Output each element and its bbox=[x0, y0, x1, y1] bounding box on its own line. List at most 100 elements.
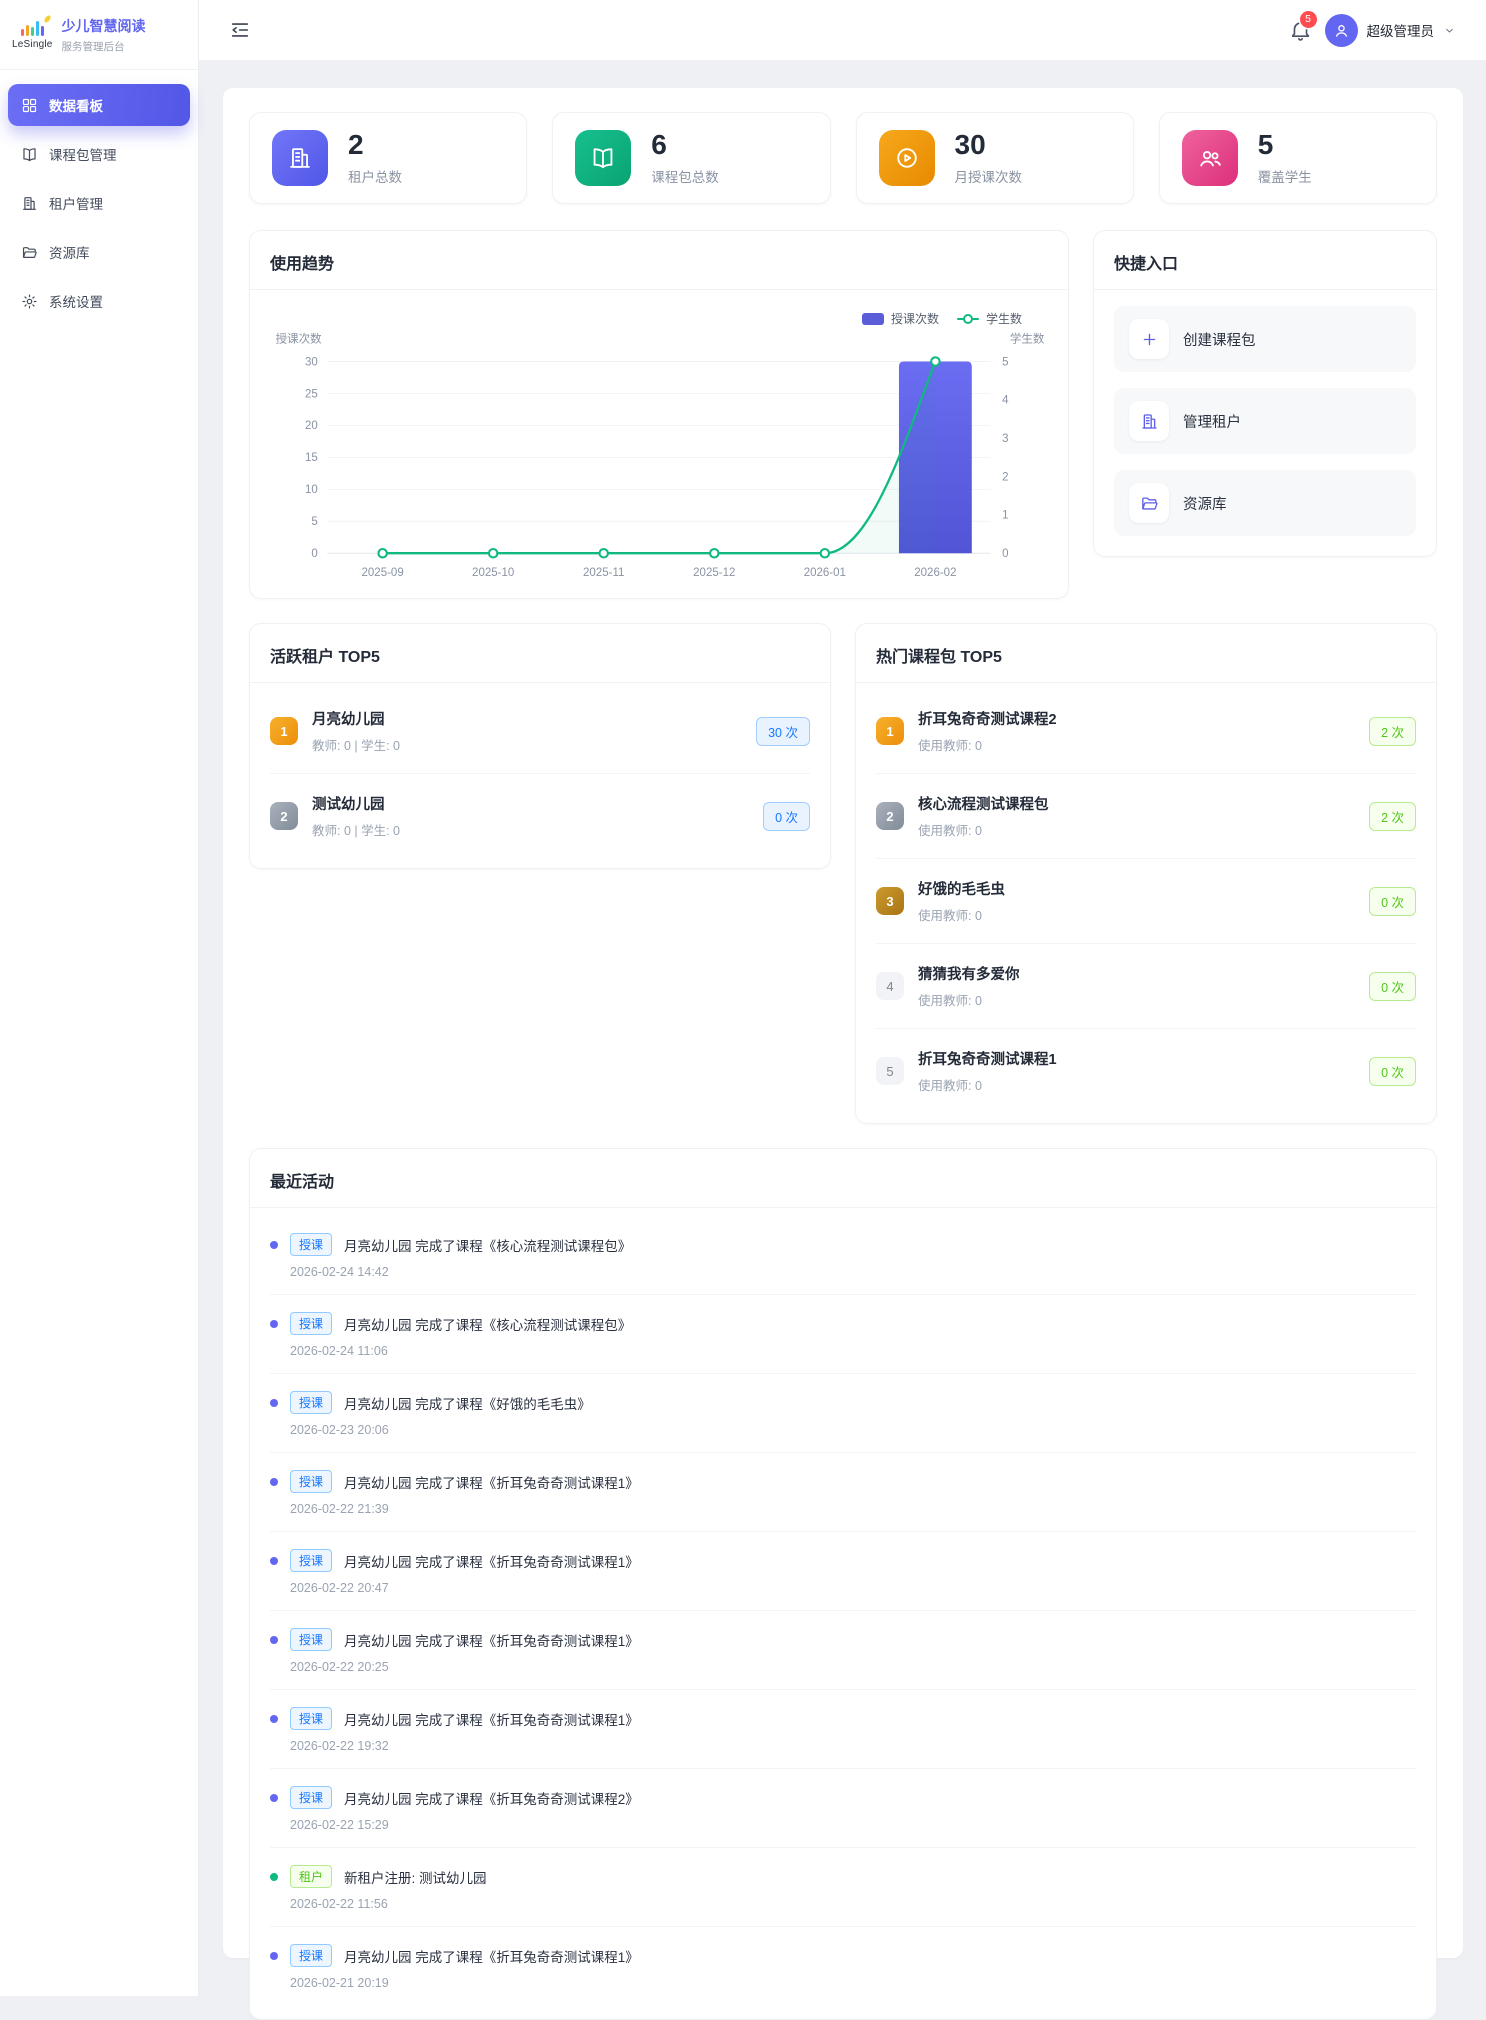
activity-time: 2026-02-22 21:39 bbox=[290, 1502, 389, 1517]
svg-text:授课次数: 授课次数 bbox=[276, 332, 322, 346]
activity-text: 月亮幼儿园 完成了课程《核心流程测试课程包》 bbox=[344, 1238, 632, 1254]
chevron-down-icon bbox=[1443, 24, 1456, 37]
logo-word: LeSingle bbox=[12, 39, 53, 50]
quick-entry-manage-tenants[interactable]: 管理租户 bbox=[1114, 388, 1416, 455]
rank-badge: 1 bbox=[270, 717, 298, 746]
plus-icon bbox=[1140, 330, 1159, 349]
svg-text:5: 5 bbox=[1002, 357, 1008, 369]
activity-item: 授课 月亮幼儿园 完成了课程《折耳兔奇奇测试课程1》 2026-02-22 20:2… bbox=[270, 1611, 1416, 1691]
hot-packages-title: 热门课程包 TOP5 bbox=[856, 624, 1436, 684]
user-name: 超级管理员 bbox=[1366, 24, 1435, 39]
recent-activity-panel: 最近活动 授课 月亮幼儿园 完成了课程《核心流程测试课程包》 2026-02-24 … bbox=[249, 1148, 1437, 2020]
activity-item: 授课 月亮幼儿园 完成了课程《好饿的毛毛虫》 2026-02-23 20:06 bbox=[270, 1374, 1416, 1454]
activity-dot bbox=[270, 1872, 278, 1881]
rank-badge: 5 bbox=[876, 1057, 904, 1086]
user-menu[interactable]: 超级管理员 bbox=[1324, 13, 1457, 47]
stat-text: 5 覆盖学生 bbox=[1258, 130, 1312, 186]
count-badge: 2 次 bbox=[1369, 801, 1416, 831]
sidebar-item-dashboard[interactable]: 数据看板 bbox=[8, 84, 190, 126]
activity-time: 2026-02-24 11:06 bbox=[290, 1344, 388, 1359]
chart-legend: 授课次数 学生数 bbox=[266, 302, 1052, 327]
stat-label: 租户总数 bbox=[348, 170, 402, 186]
notifications-button[interactable]: 5 bbox=[1289, 10, 1317, 42]
activity-time: 2026-02-22 20:25 bbox=[290, 1660, 389, 1675]
sidebar-item-label: 课程包管理 bbox=[49, 148, 117, 163]
sidebar-item-tenant-management[interactable]: 租户管理 bbox=[8, 182, 190, 224]
book-icon bbox=[21, 146, 38, 163]
svg-text:0: 0 bbox=[311, 548, 317, 560]
usage-trend-title: 使用趋势 bbox=[250, 231, 1068, 291]
building-icon bbox=[287, 145, 313, 171]
user-icon bbox=[1332, 21, 1351, 40]
sidebar-item-system-settings[interactable]: 系统设置 bbox=[8, 280, 190, 322]
rank-badge: 2 bbox=[876, 802, 904, 831]
activity-row: 租户 新租户注册: 测试幼儿园 bbox=[270, 1865, 1416, 1889]
stats-row: 2 租户总数 6 课程包总数 30 月授课次数 5 覆盖学生 bbox=[249, 112, 1437, 205]
building-icon bbox=[1140, 412, 1159, 431]
top-header: 5 超级管理员 bbox=[199, 0, 1486, 61]
activity-item: 授课 月亮幼儿园 完成了课程《折耳兔奇奇测试课程1》 2026-02-22 21:3… bbox=[270, 1453, 1416, 1533]
quick-entry-create-course-package[interactable]: 创建课程包 bbox=[1114, 306, 1416, 373]
count-badge: 2 次 bbox=[1369, 716, 1416, 746]
activity-tag: 租户 bbox=[290, 1865, 333, 1889]
svg-text:1: 1 bbox=[1002, 510, 1008, 522]
stat-label: 课程包总数 bbox=[651, 170, 719, 186]
activity-text: 月亮幼儿园 完成了课程《折耳兔奇奇测试课程1》 bbox=[344, 1633, 639, 1649]
top-list-item: 1 月亮幼儿园 教师: 0 | 学生: 0 30 次 bbox=[270, 689, 810, 775]
top-item-name: 好饿的毛毛虫 bbox=[918, 882, 1005, 899]
svg-text:2026-01: 2026-01 bbox=[804, 568, 846, 580]
count-badge: 0 次 bbox=[763, 801, 810, 831]
count-badge: 0 次 bbox=[1369, 971, 1416, 1001]
svg-text:2025-11: 2025-11 bbox=[583, 568, 624, 580]
sidebar-item-course-package-management[interactable]: 课程包管理 bbox=[8, 133, 190, 175]
svg-text:4: 4 bbox=[1002, 395, 1009, 407]
stat-card-3: 5 覆盖学生 bbox=[1158, 112, 1437, 205]
activity-tag: 授课 bbox=[290, 1786, 333, 1810]
sidebar-item-label: 系统设置 bbox=[49, 295, 103, 310]
top-item-name: 折耳兔奇奇测试课程1 bbox=[918, 1052, 1057, 1069]
activity-dot bbox=[270, 1556, 278, 1565]
recent-activity-title: 最近活动 bbox=[250, 1149, 1436, 1209]
top-list-item: 1 折耳兔奇奇测试课程2 使用教师: 0 2 次 bbox=[876, 689, 1416, 775]
activity-row: 授课 月亮幼儿园 完成了课程《核心流程测试课程包》 bbox=[270, 1312, 1416, 1336]
svg-text:2025-10: 2025-10 bbox=[472, 568, 514, 580]
activity-row: 授课 月亮幼儿园 完成了课程《折耳兔奇奇测试课程1》 bbox=[270, 1944, 1416, 1968]
active-tenants-list: 1 月亮幼儿园 教师: 0 | 学生: 0 30 次 2 测试幼儿园 教师: 0 | 学生:… bbox=[250, 683, 830, 868]
dashboard-grid-icon bbox=[21, 97, 38, 114]
svg-text:0: 0 bbox=[1002, 548, 1008, 560]
activity-dot bbox=[270, 1793, 278, 1802]
stat-text: 30 月授课次数 bbox=[955, 130, 1023, 186]
activity-text: 月亮幼儿园 完成了课程《核心流程测试课程包》 bbox=[344, 1317, 632, 1333]
svg-text:2: 2 bbox=[1002, 472, 1008, 484]
activity-text: 月亮幼儿园 完成了课程《折耳兔奇奇测试课程1》 bbox=[344, 1712, 639, 1728]
quick-icon-tile bbox=[1129, 401, 1169, 442]
activity-tag: 授课 bbox=[290, 1707, 333, 1731]
lesingle-logo: LeSingle bbox=[12, 14, 53, 50]
quick-entry-resource-library[interactable]: 资源库 bbox=[1114, 470, 1416, 537]
rank-badge: 2 bbox=[270, 802, 298, 831]
stat-value: 6 bbox=[651, 129, 667, 160]
activity-time: 2026-02-23 20:06 bbox=[290, 1423, 389, 1438]
legend-label: 授课次数 bbox=[890, 312, 939, 327]
activity-dot bbox=[270, 1398, 278, 1407]
notification-badge: 5 bbox=[1299, 10, 1317, 28]
hot-packages-panel: 热门课程包 TOP5 1 折耳兔奇奇测试课程2 使用教师: 0 2 次 2 核心流程测试课… bbox=[855, 623, 1437, 1125]
activity-text: 月亮幼儿园 完成了课程《折耳兔奇奇测试课程1》 bbox=[344, 1949, 639, 1965]
activity-dot bbox=[270, 1951, 278, 1960]
app-logo: LeSingle 少儿智慧阅读 服务管理后台 bbox=[0, 0, 198, 70]
menu-fold-icon[interactable] bbox=[229, 19, 251, 41]
legend-item-line[interactable]: 学生数 bbox=[956, 310, 1022, 327]
sidebar-item-resource-library[interactable]: 资源库 bbox=[8, 231, 190, 273]
activity-tag: 授课 bbox=[290, 1549, 333, 1573]
building-icon bbox=[21, 195, 38, 212]
activity-dot bbox=[270, 1240, 278, 1249]
top-item-name: 核心流程测试课程包 bbox=[918, 797, 1049, 814]
quick-entry-list: 创建课程包管理租户资源库 bbox=[1094, 290, 1436, 556]
activity-tag: 授课 bbox=[290, 1233, 333, 1257]
stat-value: 2 bbox=[348, 129, 364, 160]
activity-tag: 授课 bbox=[290, 1470, 333, 1494]
stat-label: 月授课次数 bbox=[954, 170, 1023, 186]
activity-row: 授课 月亮幼儿园 完成了课程《核心流程测试课程包》 bbox=[270, 1233, 1416, 1257]
folder-icon bbox=[21, 244, 38, 261]
legend-item-bar[interactable]: 授课次数 bbox=[861, 310, 939, 327]
